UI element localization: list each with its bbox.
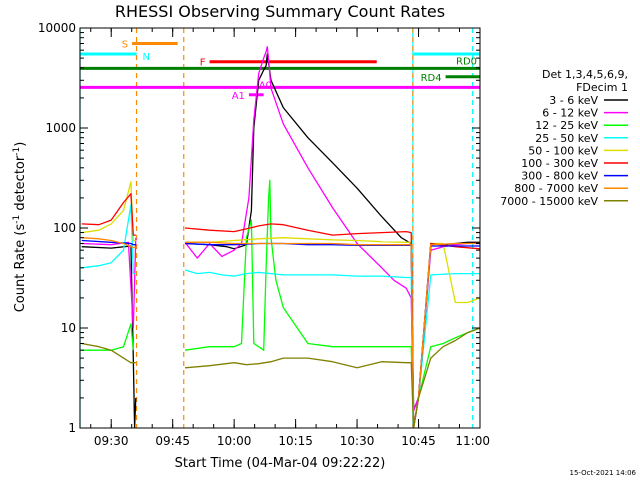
series-4 [81,181,480,428]
legend-label-4: 50 - 100 keV [528,144,598,157]
footer-date: 15-Oct-2021 14:06 [570,469,637,477]
flag-label-f: F [200,58,206,69]
x-tick-label: 09:30 [94,434,129,448]
x-tick-label: 10:00 [217,434,252,448]
series-line-4 [81,181,136,242]
x-tick-label: 11:00 [455,434,490,448]
series-line-5 [81,193,136,236]
legend-header-0: Det 1,3,4,5,6,9, [542,68,628,81]
series-line-8 [81,342,136,364]
legend-label-0: 3 - 6 keV [549,94,598,107]
flag-label-a1: A1 [232,91,245,102]
y-tick-label: 10000 [38,21,76,35]
series-line-1 [81,237,137,329]
series-line-6 [81,239,136,246]
x-tick-label: 10:15 [278,434,313,448]
flag-label-rd4: RD4 [421,73,442,84]
x-axis-label: Start Time (04-Mar-04 09:22:22) [175,456,386,471]
y-tick-label: 10 [61,321,76,335]
legend-label-1: 6 - 12 keV [542,107,598,120]
flag-label-s: S [122,39,128,50]
legend-label-2: 12 - 25 keV [535,119,598,132]
axes: 1 10 100 1000 10000 09:30 09:45 10:00 10:15 10:30… [38,21,490,448]
flag-label-rd0: RD0 [456,56,477,67]
y-tick-label: 100 [53,221,76,235]
flag-label-n: N [143,52,150,63]
series-line-7 [185,241,480,428]
y-tick-label: 1000 [45,121,76,135]
legend-header-1: FDecim 1 [576,81,628,94]
chart-title: RHESSI Observing Summary Count Rates [115,2,445,21]
series-line-4 [185,237,480,428]
series-7 [81,237,480,428]
series-8 [81,327,480,428]
legend-label-6: 300 - 800 keV [521,170,598,183]
flag-label-a0: A0 [259,80,272,91]
legend-label-8: 7000 - 15000 keV [500,195,598,208]
series-line-2 [81,323,134,351]
y-axis-label: Count Rate (s-1 detector-1) [12,142,28,313]
legend-label-5: 100 - 300 keV [521,157,598,170]
x-tick-label: 09:45 [155,434,190,448]
series-line-8 [184,327,480,428]
x-tick-label: 10:45 [401,434,436,448]
legend-label-7: 800 - 7000 keV [514,182,598,195]
x-tick-label: 10:30 [340,434,375,448]
legend-label-3: 25 - 50 keV [535,132,598,145]
y-tick-label: 1 [68,421,76,435]
series-line-3 [81,204,136,275]
flag-bars: S N F RD0 RD4 A0 A1 [80,39,480,102]
series-line-7 [81,237,136,249]
series-lines [81,46,480,428]
